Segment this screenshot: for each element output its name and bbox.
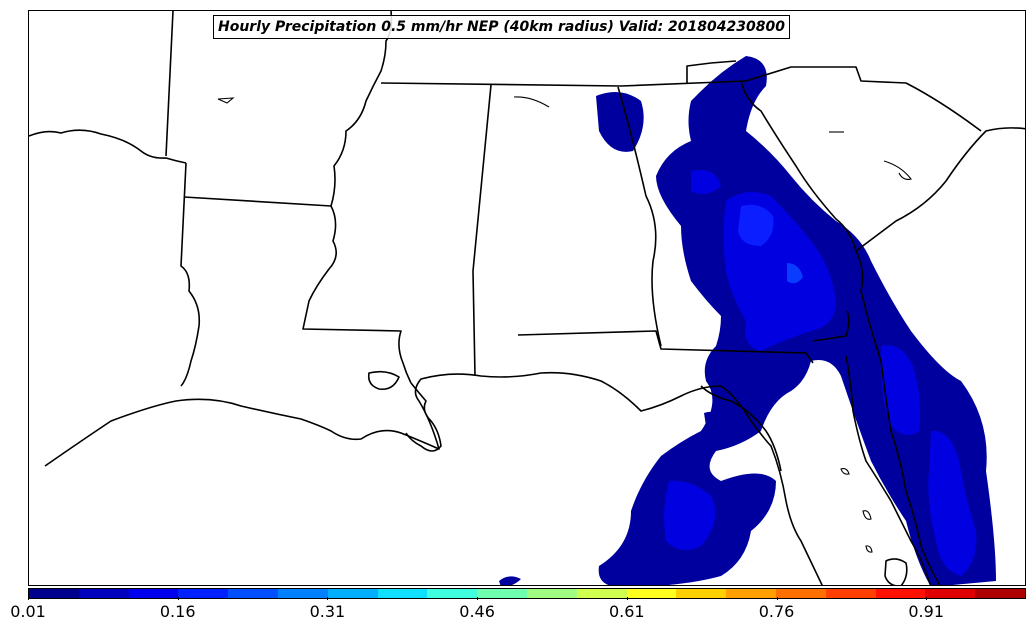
border-ar-west <box>165 11 174 157</box>
colorbar-segment <box>427 589 478 598</box>
colorbar-segment <box>327 589 378 598</box>
border-nc-north <box>686 60 737 83</box>
border-al-ga <box>617 86 662 347</box>
prob-mid-florida-east <box>880 345 921 435</box>
coast-texas <box>44 371 823 585</box>
colorbar-segment <box>676 589 727 598</box>
colorbar-tick-label: 0.91 <box>908 602 944 621</box>
probability-field <box>499 56 996 585</box>
colorbar-segment <box>477 589 527 598</box>
border-al-fl <box>517 330 814 364</box>
map-title: Hourly Precipitation 0.5 mm/hr NEP (40km… <box>213 15 790 39</box>
border-tx-la <box>180 162 201 387</box>
island-2 <box>862 510 872 520</box>
lake-2 <box>513 96 550 108</box>
colorbar-tick-label: 0.16 <box>159 602 196 621</box>
colorbar-tick-mark <box>776 597 778 600</box>
border-tn-south <box>380 80 747 87</box>
colorbar-segment <box>377 589 428 598</box>
colorbar-segment <box>626 589 677 598</box>
colorbar-segment <box>526 589 577 598</box>
colorbar-segment <box>178 589 229 598</box>
lake-okeechobee <box>884 558 908 585</box>
colorbar-segment <box>29 589 79 598</box>
prob-mid-nc <box>691 170 721 195</box>
colorbar-tick-label: 0.01 <box>10 602 46 621</box>
water-bodies <box>217 96 912 553</box>
colorbar-tick-mark <box>28 597 29 600</box>
prob-mid-gulf <box>664 480 716 550</box>
colorbar-tick-label: 0.46 <box>459 602 495 621</box>
colorbar-segment <box>875 589 926 598</box>
colorbar-segment <box>228 589 278 598</box>
prob-area-gulf-small <box>499 576 521 585</box>
border-ga-sc <box>740 80 857 252</box>
lake-4 <box>883 160 912 180</box>
coast-ms-sound <box>405 382 442 452</box>
border-tx-ok <box>29 129 187 164</box>
prob-area-north-georgia <box>596 92 644 152</box>
probability-colorbar <box>28 588 1026 599</box>
border-ar-la <box>183 196 332 207</box>
colorbar-tick-mark <box>926 597 928 600</box>
colorbar-segment <box>975 589 1025 598</box>
colorbar-tick-label: 0.31 <box>309 602 346 621</box>
prob-high-georgia-2 <box>787 263 803 284</box>
colorbar-segment <box>825 589 876 598</box>
colorbar-segment <box>775 589 826 598</box>
border-la-ms <box>302 205 412 384</box>
lake-pontchartrain <box>367 370 400 391</box>
colorbar-segment <box>128 589 179 598</box>
coast-fl-bigbend <box>700 385 782 472</box>
border-nc-sc <box>745 66 982 132</box>
colorbar-tick-mark <box>477 597 479 600</box>
coast-atlantic <box>855 250 941 585</box>
colorbar-tick-mark <box>177 597 179 600</box>
colorbar-segment <box>277 589 328 598</box>
colorbar-tick-label: 0.61 <box>608 602 645 621</box>
prob-mid-florida-south <box>928 430 977 576</box>
coast-fl-east-inner <box>845 355 932 585</box>
map-panel <box>28 10 1026 586</box>
prob-area-tampa <box>704 411 721 427</box>
colorbar-segment <box>925 589 976 598</box>
colorbar-segment <box>576 589 627 598</box>
map-canvas <box>29 11 1025 585</box>
colorbar-segment <box>78 589 129 598</box>
boundaries <box>29 11 1025 585</box>
island-1 <box>840 468 850 475</box>
prob-high-georgia <box>738 204 774 246</box>
colorbar-tick-mark <box>626 597 628 600</box>
lake-1 <box>217 97 235 104</box>
island-3 <box>865 545 873 553</box>
colorbar-tick-mark <box>327 597 329 600</box>
border-fl-ga <box>812 310 850 342</box>
border-ms-al <box>472 84 492 377</box>
border-mississippi-river <box>330 11 393 207</box>
colorbar-segment <box>726 589 776 598</box>
colorbar-tick-label: 0.76 <box>758 602 795 621</box>
coast-carolina <box>855 127 1025 252</box>
